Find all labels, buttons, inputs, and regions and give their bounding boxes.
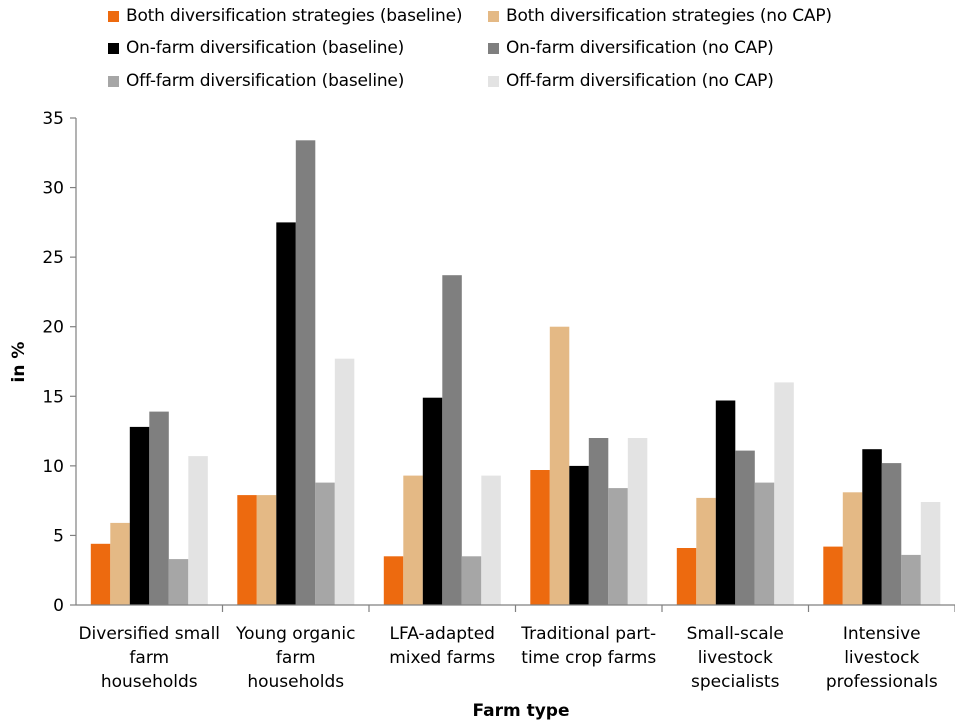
x-axis-title: Farm type [472,701,569,720]
bar-s5-c1 [168,559,189,605]
category-label-5-line-1: Small-scale [687,624,784,644]
legend-label-2: Both diversification strategies (no CAP) [506,6,832,26]
legend-swatch-1 [108,10,119,22]
category-label-5-line-3: specialists [691,672,780,692]
category-label-6-line-1: Intensive [843,624,921,644]
legend-label-5: Off-farm diversification (baseline) [126,71,405,91]
category-label-5-line-2: livestock [698,648,773,668]
bar-s1-c4 [530,470,550,605]
bar-s4-c2 [295,140,316,606]
bar-s6-c1 [188,456,208,605]
legend-label-3: On-farm diversification (baseline) [126,38,405,58]
legend-swatch-3 [108,42,119,54]
legend-item-5: Off-farm diversification (baseline) [108,71,404,91]
axes-group: 0 5 10 15 20 25 30 35 Diversified small farm house… [42,109,955,692]
y-tick-label-25: 25 [42,248,64,268]
bar-s4-c5 [735,450,755,605]
bar-s2-c3 [403,475,423,605]
category-label-1-line-1: Diversified small [78,624,220,644]
category-label-6-line-2: livestock [844,648,919,668]
bar-s5-c2 [315,482,335,605]
bar-s3-c1 [129,426,150,605]
bar-s5-c6 [901,554,921,605]
bar-s1-c5 [676,548,697,605]
legend-label-1: Both diversification strategies (baselin… [126,6,463,26]
category-label-2: Young organic farm households [235,624,355,692]
y-tick-label-20: 20 [42,318,64,338]
legend-label-6: Off-farm diversification (no CAP) [506,71,774,91]
legend-item-2: Both diversification strategies (no CAP) [488,6,832,26]
y-tick-label-0: 0 [53,596,64,616]
bar-s2-c1 [110,522,130,605]
bar-s4-c6 [881,463,902,605]
y-axis-title: in % [9,342,29,383]
legend: Both diversification strategies (baselin… [0,0,955,100]
legend-swatch-4 [488,42,499,54]
category-label-2-line-1: Young organic [235,624,355,644]
bar-s6-c2 [334,358,355,605]
bar-s4-c3 [442,275,462,605]
category-label-4-line-1: Traditional part- [520,624,656,644]
legend-swatch-2 [488,10,499,22]
bar-s6-c4 [627,438,648,605]
category-label-4: Traditional part-time crop farms [520,624,656,668]
bar-s3-c6 [862,449,882,605]
category-label-6-line-3: professionals [826,672,938,692]
legend-label-4: On-farm diversification (no CAP) [506,38,774,58]
category-label-2-line-2: farm [276,648,316,668]
bar-s6-c3 [481,475,501,605]
bars-group [90,140,941,606]
bar-s3-c5 [715,400,736,605]
legend-item-4: On-farm diversification (no CAP) [488,38,774,58]
category-label-2-line-3: households [247,672,344,692]
y-tick-label-15: 15 [42,387,64,407]
category-label-3-line-2: mixed farms [389,648,495,668]
category-label-3-line-1: LFA-adapted [390,624,495,644]
category-label-1: Diversified small farm households [78,624,220,692]
bar-s5-c5 [754,482,775,605]
bar-s2-c5 [696,497,716,605]
bar-s4-c4 [588,438,609,605]
category-label-6: Intensive livestock professionals [826,624,938,692]
bar-s3-c4 [569,465,589,605]
bar-s3-c2 [276,222,296,605]
y-tick-label-30: 30 [42,179,64,199]
category-label-5: Small-scale livestock specialists [687,624,784,692]
y-tick-label-5: 5 [53,526,64,546]
bar-s5-c3 [461,556,482,605]
bar-s1-c6 [823,546,843,605]
bar-s6-c5 [774,382,794,605]
bar-s2-c6 [842,492,863,605]
bar-s5-c4 [608,488,628,605]
category-label-4-line-2: time crop farms [521,648,656,668]
bar-s4-c1 [149,411,169,605]
legend-item-3: On-farm diversification (baseline) [108,38,404,58]
y-tick-label-10: 10 [42,457,64,477]
bar-s2-c4 [549,326,570,605]
category-label-1-line-3: households [101,672,198,692]
legend-item-1: Both diversification strategies (baselin… [108,6,463,26]
category-label-1-line-2: farm [129,648,169,668]
category-label-3: LFA-adapted mixed farms [389,624,495,668]
bar-s1-c1 [90,543,111,605]
legend-swatch-5 [108,75,119,87]
bar-s6-c6 [920,502,941,605]
bar-s2-c2 [256,495,277,605]
bar-s1-c3 [383,556,404,605]
bar-s1-c2 [237,495,257,605]
legend-swatch-6 [488,75,499,87]
bar-s3-c3 [422,397,443,605]
legend-item-6: Off-farm diversification (no CAP) [488,71,774,91]
y-tick-label-35: 35 [42,109,64,129]
